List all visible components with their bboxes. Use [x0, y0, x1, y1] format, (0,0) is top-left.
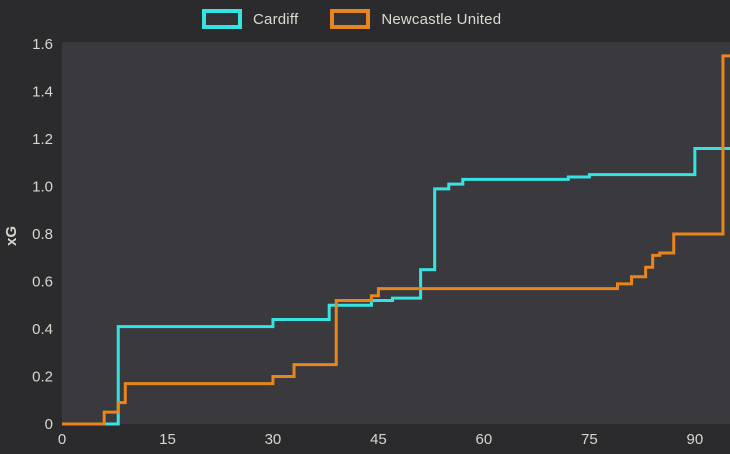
legend-item-cardiff[interactable]: Cardiff: [202, 9, 298, 29]
x-tick-label: 15: [159, 431, 176, 448]
plot-area: [62, 42, 730, 424]
x-tick-label: 0: [58, 431, 66, 448]
y-tick-label: 0.2: [32, 369, 53, 386]
y-axis-label: xG: [3, 226, 20, 246]
cardiff-line: [62, 147, 730, 426]
y-tick-label: 1.2: [32, 131, 53, 148]
x-tick-label: 75: [581, 431, 598, 448]
y-tick-label: 0.4: [32, 321, 53, 338]
y-tick-label: 0: [45, 416, 53, 433]
x-tick-label: 30: [265, 431, 282, 448]
x-tick-label: 45: [370, 431, 387, 448]
x-tick-label: 60: [476, 431, 493, 448]
y-tick-label: 0.8: [32, 226, 53, 243]
y-tick-label: 1.4: [32, 84, 53, 101]
newcastle-swatch-icon: [330, 9, 371, 29]
legend-label-cardiff: Cardiff: [253, 10, 299, 28]
y-tick-label: 0.6: [32, 274, 53, 291]
x-tick-label: 90: [686, 431, 703, 448]
newcastle-line: [62, 54, 730, 426]
y-tick-label: 1.6: [32, 36, 53, 53]
legend-item-newcastle[interactable]: Newcastle United: [330, 9, 501, 29]
y-tick-label: 1.0: [32, 179, 53, 196]
cardiff-swatch-icon: [202, 9, 242, 29]
legend-label-newcastle: Newcastle United: [381, 10, 502, 28]
chart-legend: Cardiff Newcastle United: [202, 9, 501, 29]
